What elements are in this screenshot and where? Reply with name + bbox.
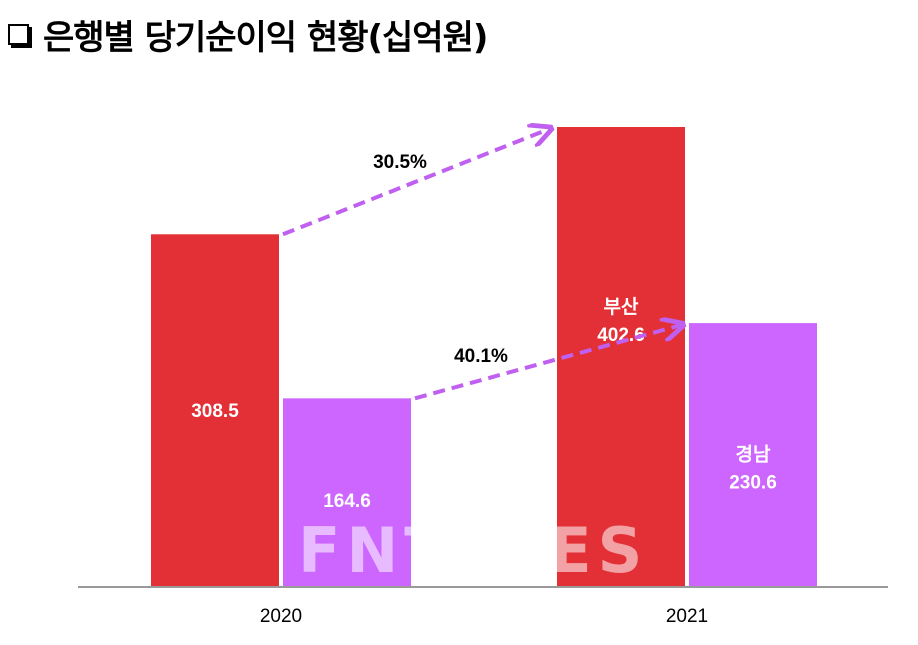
data-label: 402.6 [597,325,645,346]
checkbox-square-icon [8,24,29,45]
data-label: 부산 [604,296,639,318]
x-tick-label: 2020 [260,606,302,627]
chart-title: 은행별 당기순이익 현황(십억원) [8,10,488,59]
data-label: 230.6 [729,473,777,494]
bar-경남-2020 [283,398,411,586]
bar-부산-2020 [151,234,279,586]
data-label: 경남 [736,444,771,466]
watermark-logo: FNTIMES [298,514,648,587]
growth-arrow [414,325,681,401]
data-label: 308.5 [191,401,239,422]
x-tick-label: 2021 [666,606,708,627]
title-text: 은행별 당기순이익 현황(십억원) [43,18,488,58]
bar-부산-2021 [557,127,685,586]
growth-arrow [282,129,549,237]
growth-label: 40.1% [454,346,508,367]
data-label: 164.6 [323,491,371,512]
bar-경남-2021 [689,323,817,586]
growth-label: 30.5% [373,152,427,173]
